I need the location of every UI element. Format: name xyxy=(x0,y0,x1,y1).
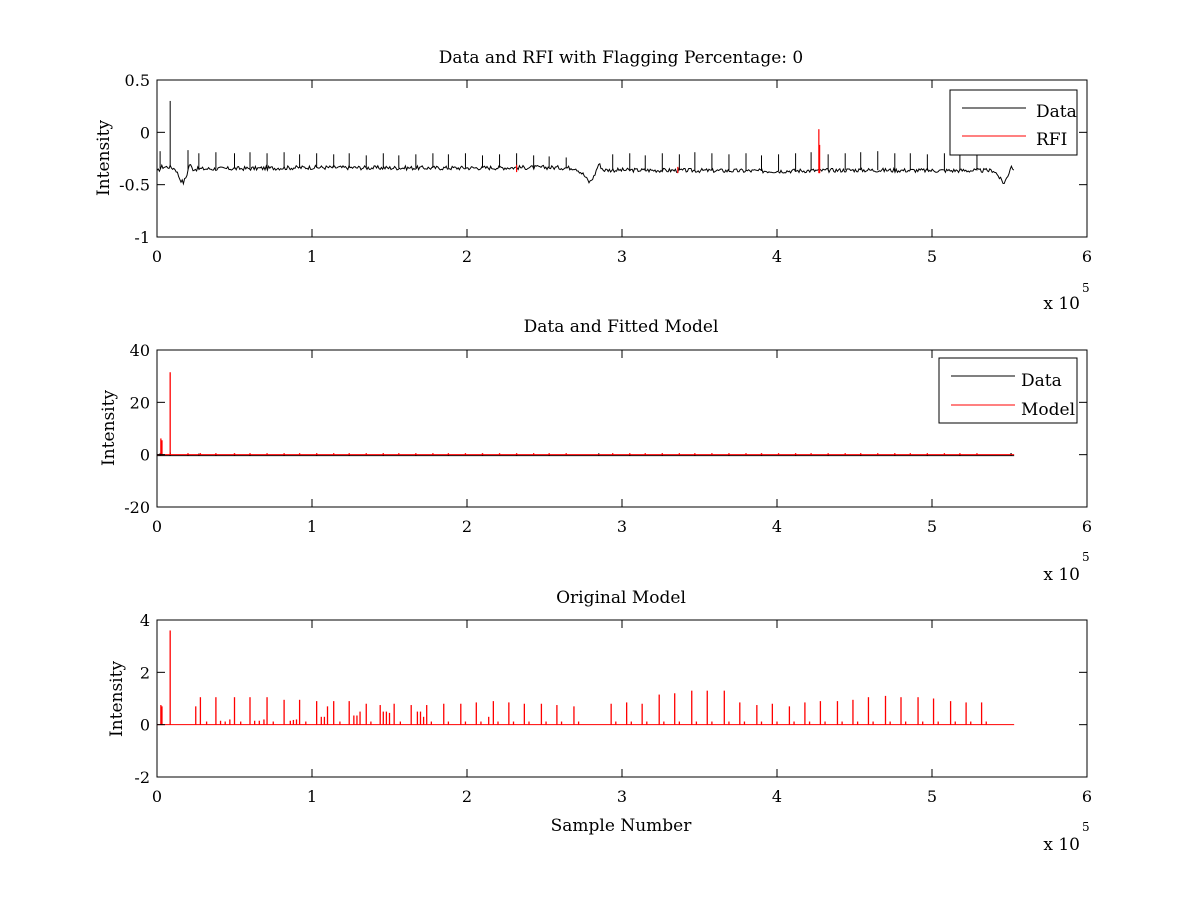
x-tick-label: 6 xyxy=(1082,787,1092,806)
subplot-2-legend-box xyxy=(938,357,1078,424)
subplot-1-x-exponent-power: 5 xyxy=(1082,281,1090,295)
subplot-2-x-exponent-power: 5 xyxy=(1082,550,1090,564)
x-tick-label: 0 xyxy=(152,787,162,806)
subplot-3-title: Original Model xyxy=(556,588,686,608)
subplot-1-x-exponent-base: x 10 xyxy=(1043,294,1080,314)
subplot-data-and-rfi: Data and RFI with Flagging Percentage: 0… xyxy=(94,48,1092,314)
x-tick-label: 5 xyxy=(927,247,937,266)
series-data xyxy=(156,100,1015,186)
subplot-2-legend-data-label: Data xyxy=(1021,371,1062,391)
subplot-2-plot-area xyxy=(157,372,1015,457)
x-tick-label: 6 xyxy=(1082,517,1092,536)
series-model xyxy=(157,372,1015,456)
subplot-2-x-exponent-base: x 10 xyxy=(1043,565,1080,585)
y-tick-label: 4 xyxy=(140,611,150,630)
subplot-3-x-exponent-power: 5 xyxy=(1082,820,1090,834)
y-tick-label: 20 xyxy=(130,393,150,412)
x-tick-label: 0 xyxy=(152,247,162,266)
subplot-original-model: Original Model Intensity Sample Number 0… xyxy=(107,588,1092,855)
x-tick-label: 6 xyxy=(1082,247,1092,266)
subplot-1-plot-area xyxy=(156,100,1015,186)
series-rfi xyxy=(515,129,821,174)
y-tick-label: -2 xyxy=(134,768,150,787)
subplot-1-title: Data and RFI with Flagging Percentage: 0 xyxy=(439,48,803,68)
y-tick-label: -0.5 xyxy=(119,176,150,195)
subplot-1-legend: Data RFI xyxy=(949,89,1078,156)
x-tick-label: 1 xyxy=(307,787,317,806)
subplot-1-y-axis-label: Intensity xyxy=(94,120,114,196)
subplot-1-ticks: 0 1 2 3 4 5 6 -1 -0.5 0 0.5 xyxy=(119,71,1092,266)
subplot-3-plot-area xyxy=(157,630,1015,726)
x-tick-label: 2 xyxy=(462,517,472,536)
subplot-3-x-exponent-base: x 10 xyxy=(1043,835,1080,855)
subplot-2-y-axis-label: Intensity xyxy=(99,390,119,466)
x-tick-label: 4 xyxy=(772,247,782,266)
series-model xyxy=(157,630,1015,726)
subplot-3-x-axis-label: Sample Number xyxy=(551,816,693,836)
subplot-1-legend-data-label: Data xyxy=(1036,102,1077,122)
x-tick-label: 5 xyxy=(927,787,937,806)
subplot-2-legend: Data Model xyxy=(938,357,1078,424)
x-tick-label: 2 xyxy=(462,787,472,806)
subplot-1-legend-rfi-label: RFI xyxy=(1036,130,1067,150)
subplot-1-legend-box xyxy=(949,89,1078,156)
x-tick-label: 0 xyxy=(152,517,162,536)
subplot-2-title: Data and Fitted Model xyxy=(524,317,719,337)
x-tick-label: 1 xyxy=(307,247,317,266)
y-tick-label: 0 xyxy=(140,123,150,142)
x-tick-label: 4 xyxy=(772,787,782,806)
subplot-3-y-axis-label: Intensity xyxy=(107,661,127,737)
y-tick-label: -20 xyxy=(124,498,150,517)
x-tick-label: 3 xyxy=(617,787,627,806)
y-tick-label: 0 xyxy=(140,446,150,465)
subplot-2-legend-model-label: Model xyxy=(1021,400,1075,420)
x-tick-label: 3 xyxy=(617,247,627,266)
x-tick-label: 3 xyxy=(617,517,627,536)
x-tick-label: 1 xyxy=(307,517,317,536)
y-tick-label: 2 xyxy=(140,663,150,682)
y-tick-label: -1 xyxy=(134,228,150,247)
y-tick-label: 0 xyxy=(140,716,150,735)
x-tick-label: 4 xyxy=(772,517,782,536)
y-tick-label: 0.5 xyxy=(125,71,150,90)
y-tick-label: 40 xyxy=(130,341,150,360)
subplot-data-and-fitted-model: Data and Fitted Model Intensity 0 1 2 3 4 5 6 -… xyxy=(99,317,1092,585)
x-tick-label: 5 xyxy=(927,517,937,536)
x-tick-label: 2 xyxy=(462,247,472,266)
